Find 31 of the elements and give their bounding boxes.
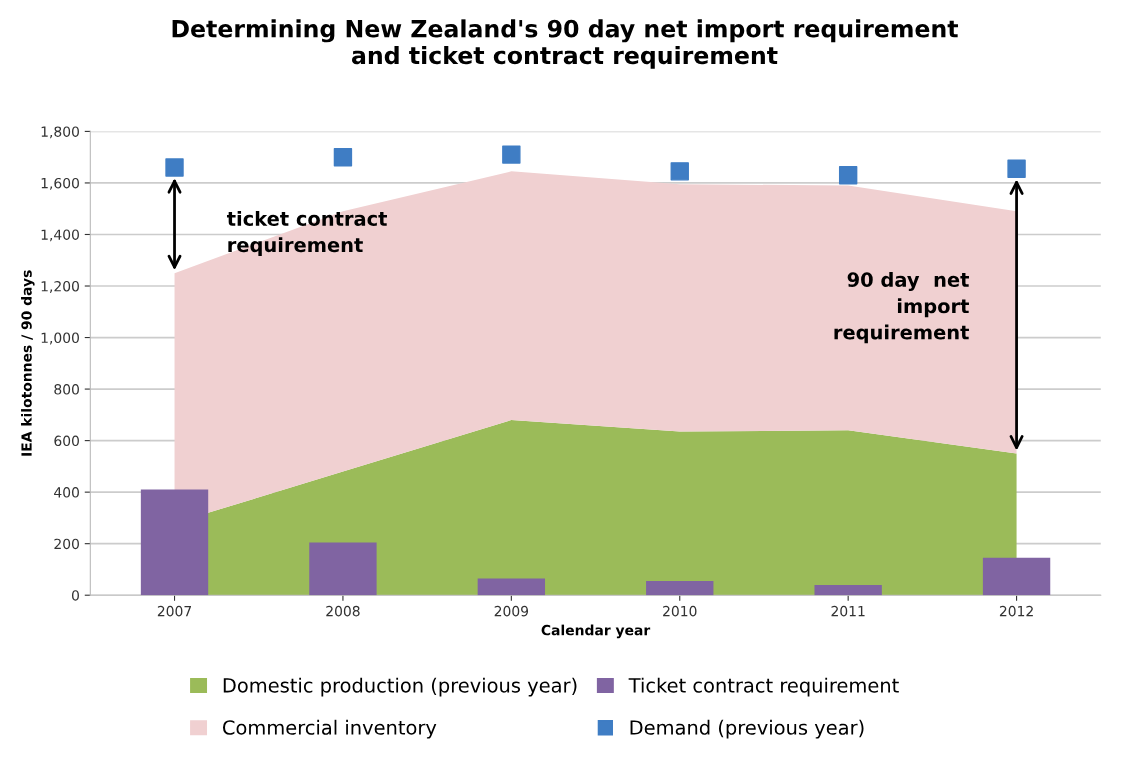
y-tick-label: 1,600 xyxy=(41,177,79,190)
y-tick-label: 1,400 xyxy=(41,229,79,242)
x-tick-label: 2007 xyxy=(157,605,192,617)
bar xyxy=(140,489,209,596)
annotation: 90 day net import requirement xyxy=(834,271,969,344)
legend-label: Ticket contract requirement xyxy=(628,677,899,697)
y-tick-label: 400 xyxy=(54,487,79,498)
legend-label: Commercial inventory xyxy=(222,719,437,739)
x-tick-label: 2011 xyxy=(831,605,865,617)
bar xyxy=(814,584,882,596)
x-tick-label: 2008 xyxy=(326,605,360,617)
y-tick-label: 800 xyxy=(54,384,79,395)
x-tick-label: 2010 xyxy=(663,605,697,617)
legend-label: Demand (previous year) xyxy=(630,719,864,739)
y-tick-label: 1,200 xyxy=(41,280,79,293)
x-tick-label: 2009 xyxy=(494,605,529,617)
y-tick-label: 600 xyxy=(54,435,79,447)
bar xyxy=(477,578,546,596)
x-axis-title: Calendar year xyxy=(541,624,651,639)
bar xyxy=(309,542,377,596)
annotation: ticket contract requirement xyxy=(226,210,387,256)
y-tick-label: 1,000 xyxy=(41,332,79,345)
bar xyxy=(982,557,1051,596)
x-tick-label: 2012 xyxy=(999,605,1033,617)
chart-title: Determining New Zealand's 90 day net import requirement and ticket contract requirement xyxy=(172,19,959,69)
legend-label: Domestic production (previous year) xyxy=(223,677,577,697)
bar xyxy=(646,581,714,596)
y-tick-label: 1,800 xyxy=(41,126,79,139)
y-tick-label: 0 xyxy=(71,590,79,601)
y-tick-label: 200 xyxy=(54,538,79,550)
y-axis-title: IEA kilotonnes / 90 days xyxy=(21,270,35,456)
